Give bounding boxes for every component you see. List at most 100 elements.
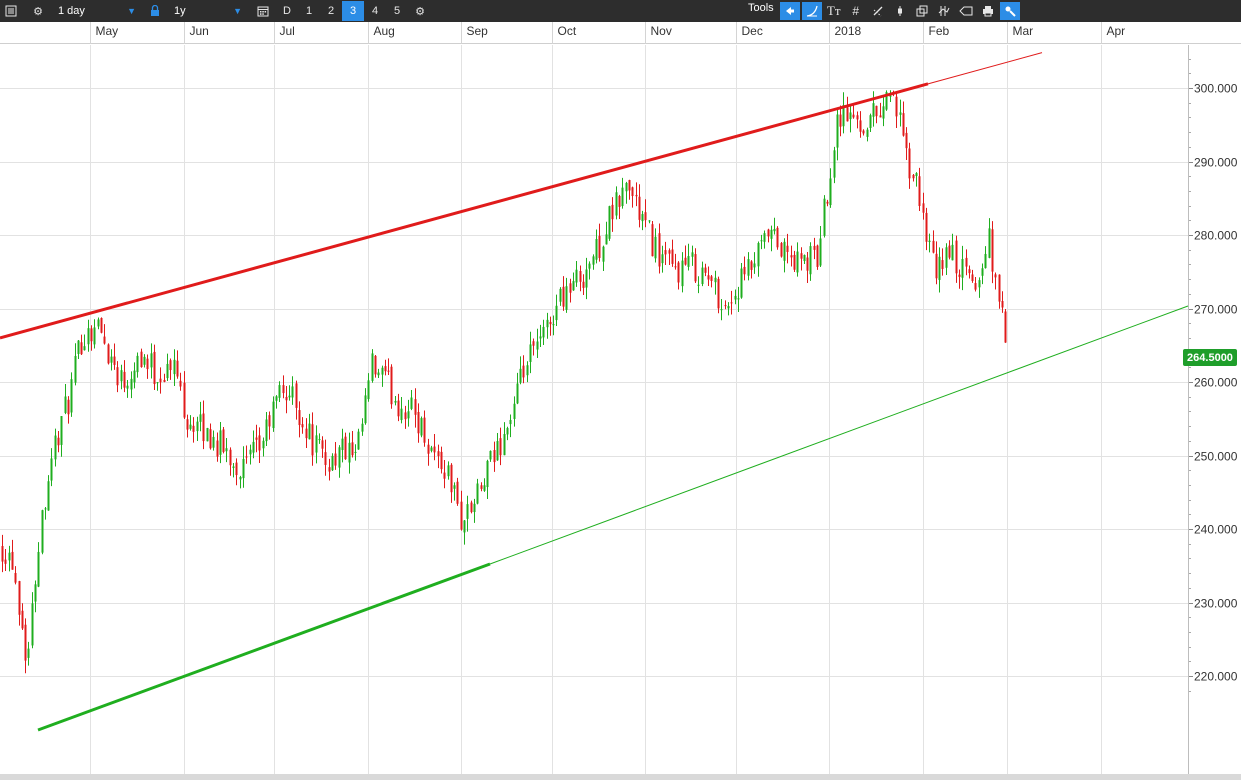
candle-body xyxy=(258,435,261,451)
candle-body xyxy=(938,256,941,280)
day-button[interactable]: D xyxy=(283,5,291,17)
candle-body xyxy=(994,274,997,278)
candle-body xyxy=(555,305,558,321)
text-icon[interactable]: Tт xyxy=(826,3,841,18)
month-label: Aug xyxy=(373,24,395,38)
candle-body xyxy=(694,254,697,282)
candle-body xyxy=(397,400,400,417)
candle-body xyxy=(935,253,938,279)
range-select[interactable]: 1y ▼ xyxy=(170,2,246,20)
indicator-icon[interactable] xyxy=(934,2,954,20)
candle-body xyxy=(823,198,826,236)
candle-body xyxy=(11,551,14,570)
candle-body xyxy=(522,365,525,378)
gear-icon[interactable]: ⚙ xyxy=(33,5,43,18)
price-tick-label: 260.000 xyxy=(1194,376,1238,390)
menu-icon[interactable] xyxy=(2,2,20,20)
candle-body xyxy=(77,340,80,354)
config-icon[interactable] xyxy=(999,2,1020,20)
candle-body xyxy=(24,624,27,661)
candle-body xyxy=(747,259,750,276)
candle-body xyxy=(780,243,783,257)
candle-body xyxy=(265,419,268,442)
overlay-icon[interactable] xyxy=(912,2,932,20)
period-button-2[interactable]: 2 xyxy=(327,5,335,17)
month-label: May xyxy=(95,24,119,38)
candle-body xyxy=(664,250,667,255)
toolbar: ⚙ 1 day ▼ 1y ▼ D 1 2 3 4 5 ⚙ Tools xyxy=(0,0,1241,22)
month-tick xyxy=(1007,22,1008,44)
candle-body xyxy=(384,366,387,372)
candle-body xyxy=(915,173,918,177)
month-label: Nov xyxy=(650,24,672,38)
candle-body xyxy=(311,424,314,456)
candle-body xyxy=(648,220,651,222)
candle-body xyxy=(338,447,341,468)
candle-body xyxy=(146,358,149,370)
candle-body xyxy=(714,277,717,283)
shape-icon[interactable] xyxy=(956,2,976,20)
candles xyxy=(1,90,1007,674)
resistance-line-extension[interactable] xyxy=(927,52,1043,85)
candle-body xyxy=(684,257,687,265)
period-button-5[interactable]: 5 xyxy=(393,5,401,17)
candle-body xyxy=(229,449,232,466)
horizontal-scrollbar[interactable] xyxy=(0,774,1241,780)
candle-body xyxy=(268,415,271,427)
lock-icon[interactable] xyxy=(146,2,164,20)
grid-icon[interactable]: # xyxy=(852,4,860,18)
candle-body xyxy=(988,228,991,258)
support-line[interactable] xyxy=(37,562,491,732)
candle-body xyxy=(430,447,433,451)
interval-select[interactable]: 1 day ▼ xyxy=(54,2,140,20)
candle-body xyxy=(611,204,614,220)
candle-body xyxy=(707,275,710,280)
candle-body xyxy=(120,370,123,382)
candle-body xyxy=(473,503,476,513)
calendar-icon[interactable] xyxy=(254,2,272,20)
candle-body xyxy=(387,370,390,372)
candle-body xyxy=(826,201,829,204)
candle-body xyxy=(575,269,578,283)
trend-lines xyxy=(0,52,1189,732)
candle-body xyxy=(971,274,974,281)
candle-icon[interactable] xyxy=(890,2,910,20)
candle-body xyxy=(991,229,994,272)
candle-body xyxy=(922,203,925,213)
month-tick xyxy=(829,22,830,44)
curve-icon[interactable] xyxy=(801,2,822,20)
candle-body xyxy=(18,581,21,615)
candle-body xyxy=(839,114,842,127)
print-icon[interactable] xyxy=(978,2,998,20)
candle-body xyxy=(163,379,166,382)
candle-body xyxy=(658,233,661,267)
settings-icon[interactable]: ⚙ xyxy=(415,5,425,18)
support-line-extension[interactable] xyxy=(489,305,1189,565)
arrow-icon[interactable] xyxy=(779,2,800,20)
resistance-line[interactable] xyxy=(0,82,929,340)
candle-body xyxy=(516,383,519,404)
candle-body xyxy=(981,268,984,276)
price-tick-label: 250.000 xyxy=(1194,450,1238,464)
candle-body xyxy=(123,371,126,388)
month-tick xyxy=(461,22,462,44)
candle-body xyxy=(189,424,192,429)
period-button-1[interactable]: 1 xyxy=(305,5,313,17)
candle-body xyxy=(27,648,30,658)
candle-body xyxy=(235,462,238,476)
candle-body xyxy=(407,411,410,419)
candle-body xyxy=(427,444,430,454)
candle-body xyxy=(394,401,397,403)
candle-body xyxy=(410,397,413,409)
candle-body xyxy=(905,132,908,149)
candle-body xyxy=(734,295,737,300)
price-tick-label: 230.000 xyxy=(1194,597,1238,611)
candle-body xyxy=(136,355,139,373)
draw-icon[interactable] xyxy=(868,2,888,20)
candle-body xyxy=(509,419,512,425)
candle-body xyxy=(239,476,242,480)
month-tick xyxy=(1101,22,1102,44)
period-button-4[interactable]: 4 xyxy=(371,5,379,17)
period-button-3[interactable]: 3 xyxy=(342,1,364,21)
